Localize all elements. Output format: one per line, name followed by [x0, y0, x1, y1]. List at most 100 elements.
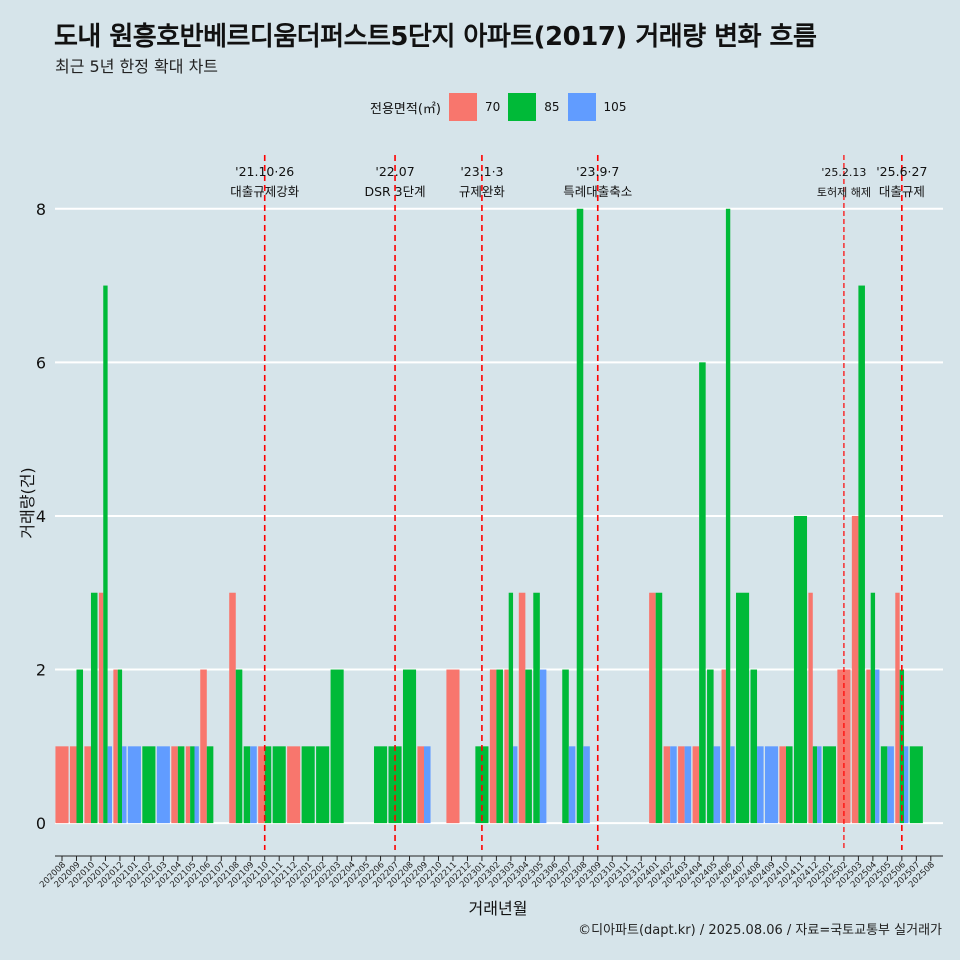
event-date-label-2: '23.1·3	[460, 164, 503, 179]
bar-202504-105	[875, 669, 880, 824]
bar-202009-70	[69, 746, 77, 824]
bar-202410-70	[779, 746, 786, 824]
legend-label-105: 105	[603, 100, 627, 114]
bar-202008-70	[55, 746, 69, 824]
bars	[55, 208, 923, 824]
bar-202110-70	[258, 746, 265, 824]
bar-202301-85	[475, 746, 489, 824]
bar-202112-70	[287, 746, 301, 824]
bar-202302-70	[489, 669, 497, 824]
bar-202404-70	[692, 746, 700, 824]
event-date-label-0: '21.10·26	[235, 164, 294, 179]
y-tick-label-4: 4	[36, 507, 46, 526]
bar-202208-85	[402, 669, 417, 824]
event-date-label-3: '23.9·7	[576, 164, 619, 179]
bar-202108-85	[235, 669, 243, 824]
legend-label-85: 85	[544, 100, 560, 114]
event-name-label-1: DSR 3단계	[364, 184, 425, 199]
bar-202105-70	[185, 746, 191, 824]
bar-202506-70	[895, 592, 900, 824]
bar-202011-105	[107, 746, 112, 824]
bar-202507-85	[909, 746, 923, 824]
chart-title: 도내 원흥호반베르디움더퍼스트5단지 아파트(2017) 거래량 변화 흐름	[54, 22, 817, 52]
bar-202206-85	[374, 746, 388, 824]
bar-202010-85	[90, 592, 98, 824]
bar-202406-70	[721, 669, 726, 824]
bar-202012-105	[122, 746, 127, 824]
bar-202305-85	[533, 592, 540, 824]
y-tick-label-0: 0	[36, 814, 46, 833]
bar-202504-70	[866, 669, 871, 824]
bar-202109-85	[243, 746, 251, 824]
event-date-label-1: '22.07	[375, 164, 414, 179]
bar-202111-85	[272, 746, 286, 824]
bar-202106-70	[200, 669, 207, 824]
bar-202202-85	[316, 746, 330, 824]
bar-202012-70	[113, 669, 118, 824]
legend-item-70: 70	[448, 93, 501, 121]
bar-202404-85	[699, 362, 706, 824]
event-name-label-3: 특례대출축소	[563, 184, 632, 199]
bar-202408-85	[750, 669, 758, 824]
y-tick-label-2: 2	[36, 661, 46, 680]
bar-202303-85	[508, 592, 514, 824]
bar-202412-70	[808, 592, 813, 824]
legend-title: 전용면적(㎡)	[370, 101, 441, 117]
bar-202110-85	[264, 746, 272, 824]
bar-202201-85	[301, 746, 315, 824]
y-axis-title: 거래량(건)	[18, 467, 37, 538]
bar-202403-70	[678, 746, 685, 824]
bar-202504-85	[870, 592, 876, 824]
bar-202304-85	[525, 669, 532, 824]
bar-202410-85	[786, 746, 793, 824]
bar-202503-70	[851, 515, 859, 824]
legend-item-85: 85	[508, 93, 560, 121]
bar-202011-70	[98, 592, 104, 824]
bar-202307-85	[562, 669, 569, 824]
bar-202207-85	[388, 746, 402, 824]
event-date-label-4: '25.2.13	[821, 166, 866, 179]
bar-202402-70	[663, 746, 671, 824]
bar-202105-105	[194, 746, 199, 824]
legend-label-70: 70	[484, 100, 501, 114]
bar-202308-105	[583, 746, 590, 824]
bar-202304-70	[518, 592, 526, 824]
bar-202104-70	[171, 746, 178, 824]
bar-202408-105	[757, 746, 764, 824]
bar-202409-105	[764, 746, 779, 824]
bar-202009-85	[76, 669, 84, 824]
chart-subtitle: 최근 5년 한정 확대 차트	[55, 57, 219, 76]
bar-202407-85	[736, 592, 750, 824]
event-date-label-5: '25.6·27	[876, 164, 927, 179]
bar-202307-105	[568, 746, 576, 824]
bar-202505-105	[887, 746, 894, 824]
bar-202209-70	[417, 746, 424, 824]
bar-202010-70	[84, 746, 91, 824]
legend-key-70	[448, 93, 477, 121]
bar-202505-85	[880, 746, 888, 824]
bar-202412-85	[812, 746, 818, 824]
event-markers: '21.10·26 대출규제강화 '22.07 DSR 3단계 '23.1·3 규제완화 '…	[230, 155, 927, 850]
y-tick-label-6: 6	[36, 353, 46, 372]
x-axis-title: 거래년월	[469, 899, 528, 918]
bar-202012-85	[117, 669, 123, 824]
y-tick-label-8: 8	[36, 200, 46, 219]
bar-202109-105	[250, 746, 257, 824]
bar-202406-105	[730, 746, 735, 824]
bar-202203-85	[330, 669, 344, 824]
event-name-label-0: 대출규제강화	[230, 184, 300, 199]
bar-202102-85	[142, 746, 156, 824]
bar-202106-85	[206, 746, 214, 824]
bar-202103-105	[156, 746, 170, 824]
legend-item-105: 105	[567, 93, 627, 121]
chart-caption: ©디아파트(dapt.kr) / 2025.08.06 / 자료=국토교통부 실…	[578, 923, 942, 938]
bar-202209-105	[424, 746, 431, 824]
bar-202503-85	[858, 285, 865, 824]
bar-202305-105	[539, 669, 547, 824]
bar-202411-85	[793, 515, 808, 824]
bar-202412-105	[817, 746, 822, 824]
bar-202104-85	[177, 746, 185, 824]
event-name-label-2: 규제완화	[459, 184, 506, 199]
bar-202502-70	[837, 669, 851, 824]
